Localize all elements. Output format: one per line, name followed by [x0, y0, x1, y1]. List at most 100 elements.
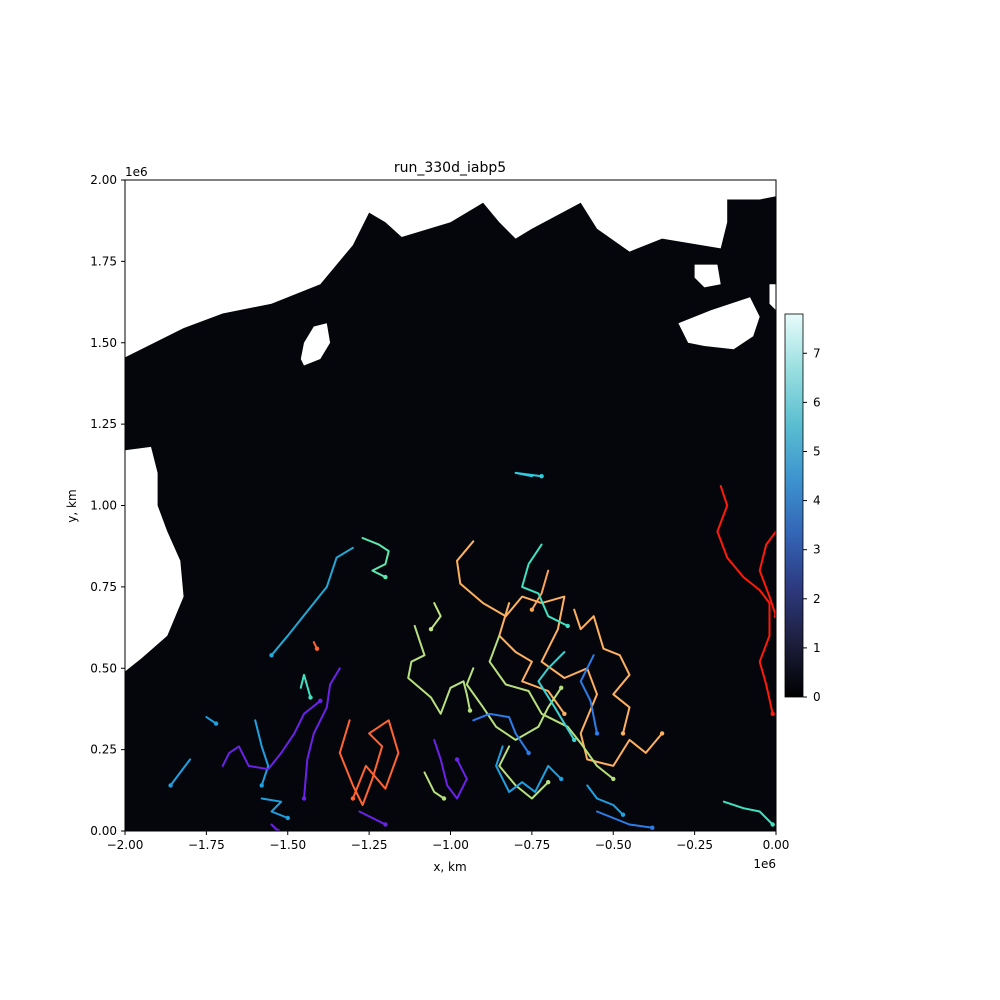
- series-line: [430, 602, 442, 631]
- y-tick-label: 2.00: [90, 173, 117, 187]
- series-line: [537, 651, 576, 741]
- series-line: [498, 745, 550, 800]
- colorbar-tick-label: 4: [813, 494, 821, 508]
- data-point: [168, 783, 173, 788]
- drifter-tracks: [168, 471, 776, 831]
- data-point: [562, 711, 567, 716]
- colorbar-tick-label: 1: [813, 641, 821, 655]
- y-axis-offset-label: 1e6: [125, 165, 148, 179]
- series-line: [579, 654, 598, 735]
- data-point: [611, 776, 616, 782]
- colorbar-tick-label: 7: [813, 346, 821, 360]
- series-line: [514, 471, 543, 478]
- colorbar-tick-label: 3: [813, 543, 821, 557]
- y-tick-label: 0.75: [90, 580, 117, 594]
- x-tick-label: −1.25: [351, 838, 388, 852]
- series-line: [361, 537, 390, 579]
- data-point: [213, 721, 219, 726]
- colorbar-tick-label: 0: [813, 690, 821, 704]
- colorbar: 0 1 2 3 4 5 6 7: [784, 313, 821, 704]
- data-point: [620, 731, 626, 736]
- x-axis-ticks: −2.00 −1.75 −1.50 −1.25 −1.00 −0.75 −0.50 −0.25…: [107, 831, 790, 852]
- series-line: [456, 540, 664, 767]
- data-point: [383, 574, 388, 580]
- data-point: [467, 708, 473, 713]
- data-point: [770, 711, 775, 716]
- data-point: [529, 607, 535, 612]
- colorbar-gradient: [784, 313, 804, 698]
- data-point: [546, 780, 551, 785]
- x-tick-label: −1.50: [269, 838, 306, 852]
- series-line: [407, 624, 471, 715]
- data-point: [318, 698, 323, 703]
- data-point: [572, 737, 577, 743]
- x-tick-label: −1.00: [432, 838, 469, 852]
- series-line: [423, 771, 445, 800]
- land-north: [125, 180, 776, 358]
- data-point: [314, 646, 320, 651]
- plot-area: [125, 180, 776, 831]
- series-line: [270, 546, 354, 657]
- series-line: [299, 673, 312, 699]
- data-point: [526, 750, 531, 756]
- land-mask: [125, 180, 776, 672]
- y-tick-label: 1.75: [90, 254, 117, 268]
- data-point: [308, 695, 313, 700]
- y-tick-label: 0.50: [90, 661, 117, 675]
- colorbar-tick-label: 5: [813, 444, 821, 458]
- series-line: [169, 758, 192, 787]
- series-line: [358, 810, 387, 826]
- data-point: [559, 776, 564, 782]
- series-line: [488, 634, 615, 780]
- series-line: [586, 784, 624, 816]
- series-line: [573, 608, 631, 735]
- series-line: [433, 738, 468, 800]
- x-axis-offset-label: 1e6: [753, 857, 776, 871]
- series-line: [465, 667, 563, 741]
- x-tick-label: −2.00: [107, 838, 144, 852]
- series-line: [495, 745, 563, 793]
- island: [694, 264, 721, 288]
- data-point: [301, 796, 307, 801]
- data-point: [383, 822, 388, 827]
- data-point: [659, 731, 665, 736]
- series-line: [530, 569, 550, 611]
- series-line: [722, 800, 774, 826]
- y-tick-label: 1.00: [90, 499, 117, 513]
- chart-title: run_330d_iabp5: [394, 160, 506, 176]
- data-point: [454, 757, 460, 762]
- series-line: [303, 667, 341, 800]
- island: [769, 284, 776, 311]
- series-line: [596, 810, 654, 829]
- data-point: [773, 614, 776, 619]
- island: [678, 297, 760, 350]
- data-point: [594, 731, 600, 736]
- land-west: [125, 446, 184, 672]
- series-line: [716, 485, 774, 715]
- y-tick-label: 0.00: [90, 824, 117, 838]
- data-point: [275, 828, 281, 831]
- colorbar-tick-label: 2: [813, 592, 821, 606]
- colorbar-tick-label: 6: [813, 395, 821, 409]
- data-point: [539, 474, 544, 479]
- y-tick-label: 1.50: [90, 336, 117, 350]
- data-point: [620, 812, 626, 817]
- data-point: [650, 825, 655, 830]
- data-point: [441, 796, 447, 801]
- data-point: [559, 685, 564, 690]
- y-tick-label: 1.25: [90, 417, 117, 431]
- x-tick-label: −0.50: [595, 838, 632, 852]
- island: [300, 323, 331, 366]
- x-tick-label: 0.00: [763, 838, 790, 852]
- y-tick-label: 0.25: [90, 743, 117, 757]
- data-point: [565, 623, 570, 629]
- x-tick-label: −0.25: [676, 838, 713, 852]
- series-line: [758, 530, 776, 618]
- data-point: [428, 627, 434, 632]
- x-tick-label: −0.75: [513, 838, 550, 852]
- y-axis-ticks: 0.00 0.25 0.50 0.75 1.00 1.25 1.50 1.75 2.00: [90, 173, 125, 838]
- data-point: [350, 796, 356, 801]
- series-line: [221, 699, 322, 771]
- y-axis-label: y, km: [65, 489, 79, 522]
